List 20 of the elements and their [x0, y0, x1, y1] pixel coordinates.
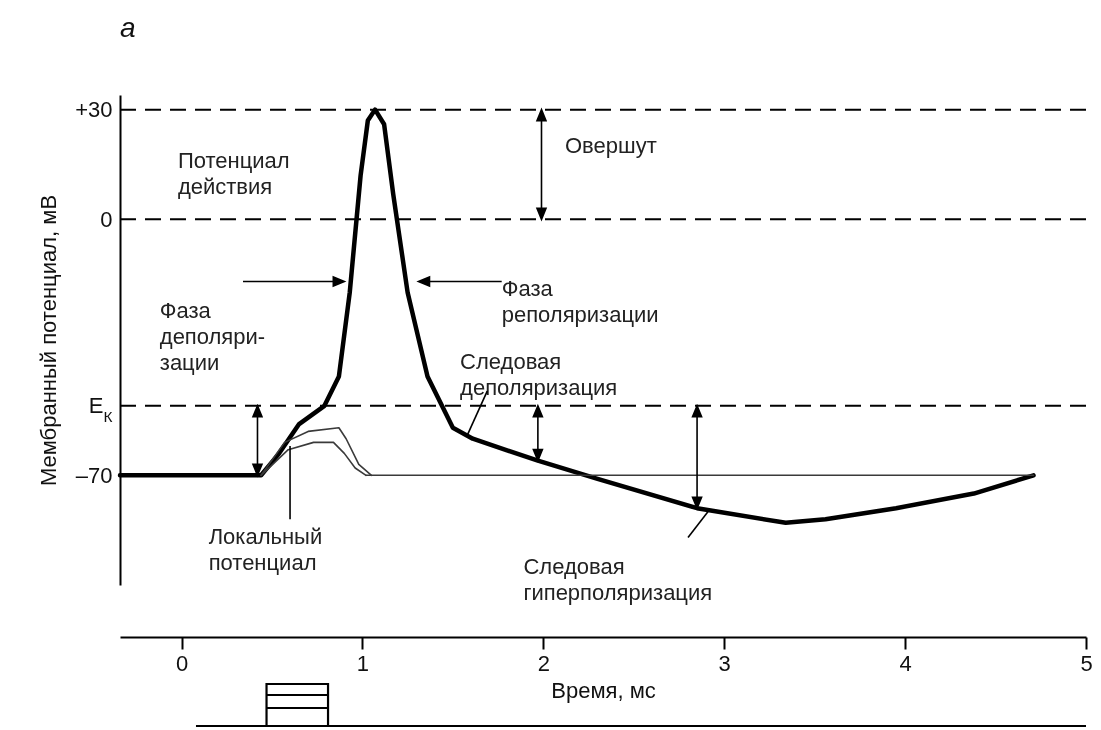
- x-tick-label: 4: [899, 650, 912, 676]
- x-tick-label: 1: [356, 650, 370, 676]
- y-tick-label: E$_{К}$: [88, 393, 113, 425]
- annotation: Фаза реполяризации: [501, 275, 659, 327]
- y-tick-label: 0: [100, 206, 113, 232]
- x-tick-label: 3: [718, 650, 731, 676]
- y-axis-title: Мембранный потенциал, мВ: [36, 194, 62, 487]
- x-tick-label: 5: [1080, 650, 1093, 676]
- annotation: Овершут: [565, 133, 657, 159]
- x-tick-label: 2: [537, 650, 550, 676]
- y-tick-label: +30: [75, 97, 113, 123]
- annotation: Следовая деполяризация: [460, 348, 618, 400]
- chart-title: а: [120, 12, 136, 43]
- annotation: Потенциал действия: [177, 147, 290, 199]
- annotation: Следовая гиперполяризация: [523, 553, 713, 605]
- y-tick-label: –70: [75, 462, 113, 488]
- annotation: Локальный потенциал: [208, 524, 323, 576]
- x-axis-title: Время, мс: [551, 677, 656, 703]
- x-tick-label: 0: [175, 650, 189, 676]
- annotation: Фаза деполяри- зации: [159, 297, 266, 375]
